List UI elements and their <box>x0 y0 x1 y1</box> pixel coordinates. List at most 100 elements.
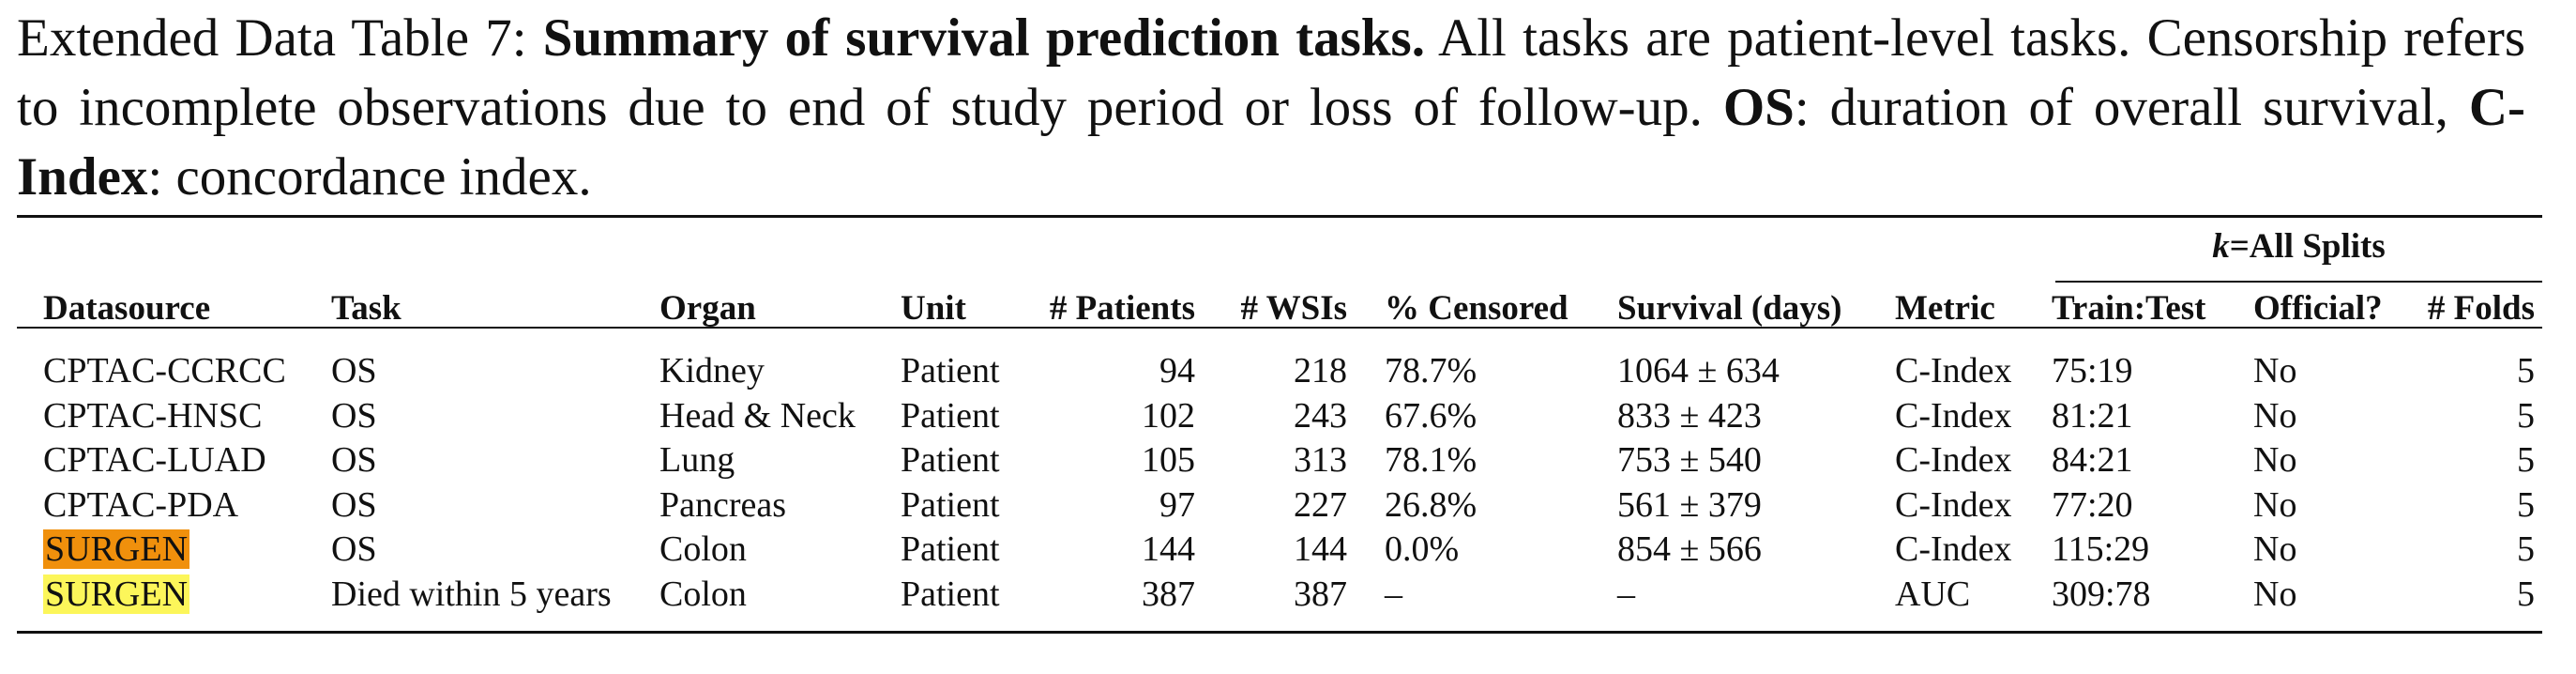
header-train-test: Train:Test <box>2052 289 2206 328</box>
cell-datasource: CPTAC-CCRCC <box>43 351 286 391</box>
cell-metric: C-Index <box>1895 396 2012 436</box>
cell-patients: 387 <box>1142 574 1195 614</box>
header-survival: Survival (days) <box>1617 289 1842 328</box>
cell-unit: Patient <box>901 574 1000 614</box>
cell-survival: 753 ± 540 <box>1617 440 1762 480</box>
cell-censored: 78.1% <box>1385 440 1477 480</box>
cell-patients: 102 <box>1142 396 1195 436</box>
table-bottom-rule <box>17 631 2542 634</box>
cell-official: No <box>2253 485 2297 525</box>
cell-organ: Lung <box>659 440 735 480</box>
cell-censored: 0.0% <box>1385 529 1460 569</box>
header-censored: % Censored <box>1385 289 1568 328</box>
group-header-rule <box>2055 281 2542 283</box>
cell-patients: 94 <box>1159 351 1195 391</box>
cell-organ: Kidney <box>659 351 765 391</box>
cell-datasource: CPTAC-LUAD <box>43 440 266 480</box>
cell-official: No <box>2253 396 2297 436</box>
cell-official: No <box>2253 440 2297 480</box>
group-header-label: =All Splits <box>2229 227 2386 266</box>
cell-metric: C-Index <box>1895 351 2012 391</box>
caption-label: Extended Data Table 7: <box>17 8 527 68</box>
cell-wsis: 227 <box>1294 485 1347 525</box>
datasource-highlight: SURGEN <box>43 574 190 614</box>
cell-task: OS <box>331 396 377 436</box>
cell-organ: Colon <box>659 529 747 569</box>
cell-organ: Colon <box>659 574 747 614</box>
cell-organ: Pancreas <box>659 485 787 525</box>
cell-metric: C-Index <box>1895 440 2012 480</box>
cell-train-test: 309:78 <box>2052 574 2151 614</box>
cell-survival: 1064 ± 634 <box>1617 351 1780 391</box>
cell-unit: Patient <box>901 351 1000 391</box>
cell-wsis: 387 <box>1294 574 1347 614</box>
header-wsis: # WSIs <box>1240 289 1347 328</box>
cell-folds: 5 <box>2517 574 2535 614</box>
group-header-k: k <box>2212 227 2230 266</box>
cell-folds: 5 <box>2517 529 2535 569</box>
cell-official: No <box>2253 529 2297 569</box>
caption-cindex-abbr: C-Index <box>17 78 2526 207</box>
cell-patients: 144 <box>1142 529 1195 569</box>
cell-official: No <box>2253 351 2297 391</box>
cell-train-test: 115:29 <box>2052 529 2150 569</box>
cell-unit: Patient <box>901 440 1000 480</box>
cell-datasource: SURGEN <box>43 572 190 617</box>
cell-task: OS <box>331 485 377 525</box>
cell-censored: – <box>1385 574 1402 614</box>
table-header-rule <box>17 327 2542 329</box>
header-patients: # Patients <box>1049 289 1195 328</box>
cell-patients: 97 <box>1159 485 1195 525</box>
cell-task: OS <box>331 440 377 480</box>
cell-task: Died within 5 years <box>331 574 612 614</box>
group-header-all-splits: k=All Splits <box>2055 224 2542 269</box>
cell-datasource: SURGEN <box>43 527 190 572</box>
cell-official: No <box>2253 574 2297 614</box>
caption-os-abbr: OS <box>1722 78 1795 137</box>
cell-patients: 105 <box>1142 440 1195 480</box>
header-official: Official? <box>2253 289 2383 328</box>
cell-censored: 67.6% <box>1385 396 1477 436</box>
cell-metric: C-Index <box>1895 529 2012 569</box>
cell-folds: 5 <box>2517 485 2535 525</box>
header-task: Task <box>331 289 402 328</box>
cell-wsis: 313 <box>1294 440 1347 480</box>
cell-task: OS <box>331 529 377 569</box>
cell-wsis: 218 <box>1294 351 1347 391</box>
cell-censored: 78.7% <box>1385 351 1477 391</box>
cell-datasource: CPTAC-PDA <box>43 485 239 525</box>
cell-survival: 854 ± 566 <box>1617 529 1762 569</box>
cell-train-test: 84:21 <box>2052 440 2133 480</box>
cell-wsis: 243 <box>1294 396 1347 436</box>
header-folds: # Folds <box>2427 289 2535 328</box>
cell-folds: 5 <box>2517 351 2535 391</box>
cell-datasource: CPTAC-HNSC <box>43 396 263 436</box>
caption-os-def: : duration of overall survival, <box>1794 78 2448 137</box>
cell-train-test: 77:20 <box>2052 485 2133 525</box>
datasource-highlight: SURGEN <box>43 529 190 569</box>
cell-unit: Patient <box>901 529 1000 569</box>
header-unit: Unit <box>901 289 966 328</box>
cell-unit: Patient <box>901 396 1000 436</box>
cell-metric: AUC <box>1895 574 1971 614</box>
cell-folds: 5 <box>2517 440 2535 480</box>
header-datasource: Datasource <box>43 289 211 328</box>
cell-train-test: 75:19 <box>2052 351 2133 391</box>
table-top-rule <box>17 215 2542 218</box>
header-metric: Metric <box>1895 289 1995 328</box>
caption-title: Summary of survival prediction tasks. <box>542 8 1425 68</box>
cell-censored: 26.8% <box>1385 485 1477 525</box>
cell-metric: C-Index <box>1895 485 2012 525</box>
header-organ: Organ <box>659 289 756 328</box>
cell-train-test: 81:21 <box>2052 396 2133 436</box>
cell-survival: – <box>1617 574 1635 614</box>
caption-cindex-def: : concordance index. <box>147 147 592 207</box>
cell-folds: 5 <box>2517 396 2535 436</box>
caption-text: All tasks are patient-level tasks. Censo… <box>17 8 2526 137</box>
cell-unit: Patient <box>901 485 1000 525</box>
table-caption: Extended Data Table 7: Summary of surviv… <box>17 4 2525 212</box>
cell-task: OS <box>331 351 377 391</box>
cell-survival: 833 ± 423 <box>1617 396 1762 436</box>
cell-survival: 561 ± 379 <box>1617 485 1762 525</box>
